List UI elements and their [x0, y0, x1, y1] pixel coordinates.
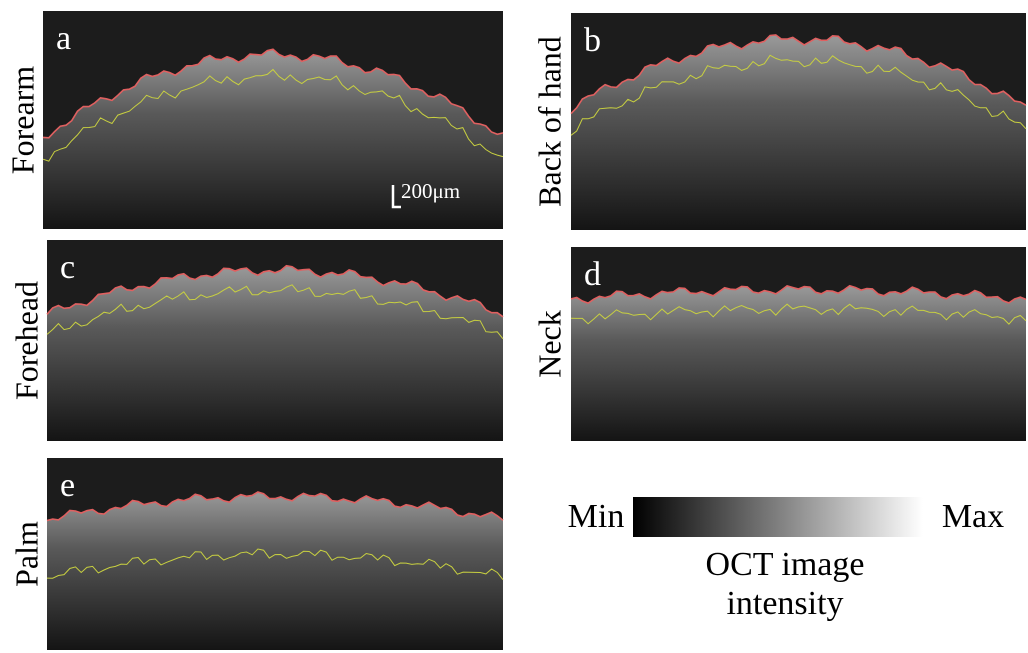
panel-label: Neck	[531, 310, 567, 378]
boundary-line	[46, 284, 504, 340]
panel-label: Back of hand	[531, 36, 567, 207]
colorbar-max: Max	[942, 498, 1004, 535]
colorbar	[633, 497, 923, 537]
boundary-line	[46, 548, 504, 581]
tissue	[47, 265, 503, 441]
boundary-line	[42, 68, 504, 162]
colorbar-title: OCT image	[706, 546, 865, 583]
scale-bar	[391, 185, 401, 209]
panel-letter: b	[584, 22, 601, 59]
tissue	[43, 49, 503, 229]
panel-letter: e	[60, 467, 75, 504]
panel-label: Palm	[8, 521, 44, 587]
panel-letter: d	[584, 256, 601, 293]
surface-line	[570, 34, 1027, 115]
scale-bar-label: 200μm	[401, 179, 460, 203]
surface-line	[46, 491, 504, 522]
boundary-line	[570, 54, 1027, 136]
surface-line	[570, 284, 1027, 304]
tissue	[571, 285, 1026, 441]
surface-line	[46, 264, 504, 318]
panel-letter: c	[60, 249, 75, 286]
tissue	[571, 34, 1026, 231]
tissue	[47, 492, 503, 650]
panel-label: Forehead	[8, 281, 44, 400]
colorbar-min: Min	[568, 498, 625, 535]
surface-line	[42, 48, 504, 139]
colorbar-title: intensity	[726, 585, 843, 622]
panel-label: Forearm	[4, 66, 40, 175]
boundary-line	[570, 303, 1027, 325]
panel-letter: a	[56, 20, 71, 57]
